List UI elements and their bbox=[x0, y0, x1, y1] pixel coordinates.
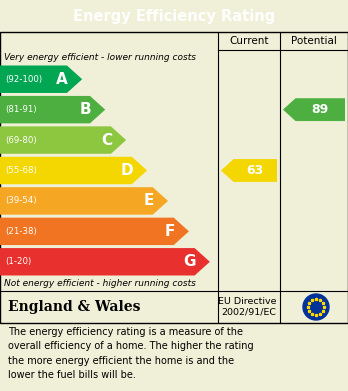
Text: (1-20): (1-20) bbox=[5, 257, 31, 266]
Text: D: D bbox=[120, 163, 133, 178]
Text: EU Directive
2002/91/EC: EU Directive 2002/91/EC bbox=[218, 297, 276, 317]
Polygon shape bbox=[0, 66, 82, 93]
Text: (69-80): (69-80) bbox=[5, 136, 37, 145]
Text: Very energy efficient - lower running costs: Very energy efficient - lower running co… bbox=[4, 52, 196, 61]
Polygon shape bbox=[221, 159, 277, 182]
Text: 89: 89 bbox=[312, 103, 329, 116]
Text: 63: 63 bbox=[247, 164, 264, 177]
Text: C: C bbox=[101, 133, 112, 147]
Polygon shape bbox=[0, 187, 168, 215]
Polygon shape bbox=[283, 98, 345, 121]
Text: (55-68): (55-68) bbox=[5, 166, 37, 175]
Text: Not energy efficient - higher running costs: Not energy efficient - higher running co… bbox=[4, 280, 196, 289]
Text: Potential: Potential bbox=[291, 36, 337, 46]
Polygon shape bbox=[0, 96, 105, 123]
Text: The energy efficiency rating is a measure of the
overall efficiency of a home. T: The energy efficiency rating is a measur… bbox=[8, 327, 254, 380]
Text: F: F bbox=[164, 224, 175, 239]
Text: A: A bbox=[56, 72, 68, 87]
Text: (81-91): (81-91) bbox=[5, 105, 37, 114]
Text: Current: Current bbox=[229, 36, 269, 46]
Text: England & Wales: England & Wales bbox=[8, 300, 141, 314]
Text: (92-100): (92-100) bbox=[5, 75, 42, 84]
Text: G: G bbox=[183, 254, 196, 269]
Text: (39-54): (39-54) bbox=[5, 196, 37, 205]
Text: Energy Efficiency Rating: Energy Efficiency Rating bbox=[73, 9, 275, 23]
Text: E: E bbox=[143, 194, 154, 208]
Circle shape bbox=[303, 294, 329, 320]
Polygon shape bbox=[0, 218, 189, 245]
Text: (21-38): (21-38) bbox=[5, 227, 37, 236]
Text: B: B bbox=[79, 102, 91, 117]
Polygon shape bbox=[0, 248, 210, 276]
Polygon shape bbox=[0, 126, 126, 154]
Polygon shape bbox=[0, 157, 147, 184]
